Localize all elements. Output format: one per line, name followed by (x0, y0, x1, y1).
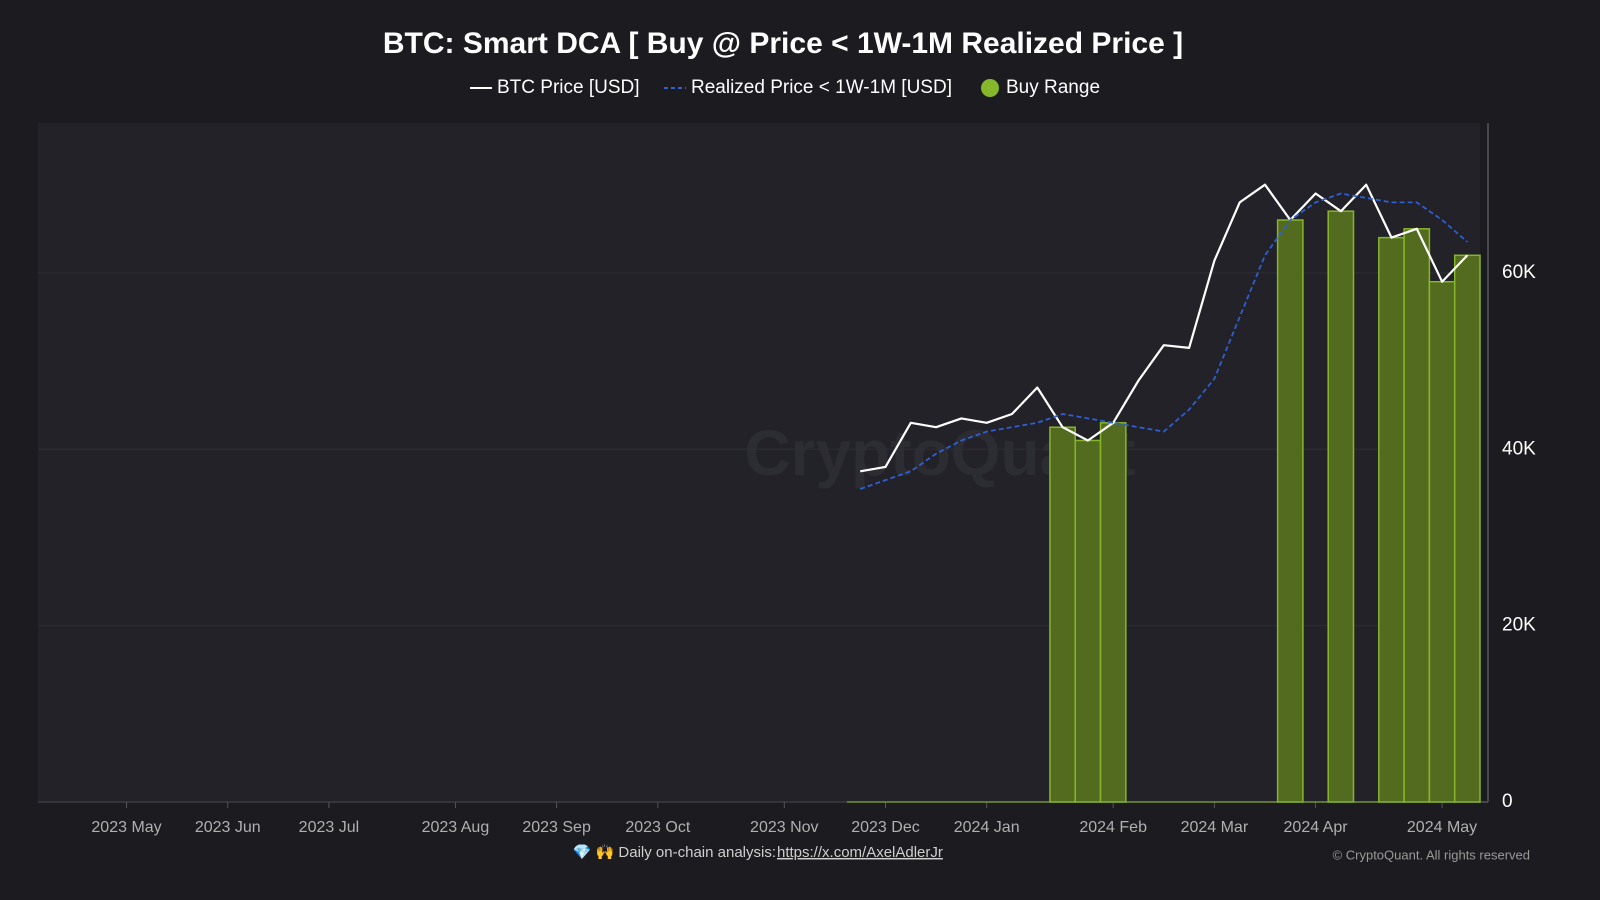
buy-range-bar (1327, 210, 1355, 803)
buy-range-bar (1428, 280, 1456, 803)
realized-price-line (859, 192, 1468, 490)
x-tick-label: 2024 Mar (1181, 819, 1249, 836)
buy-range-bar (1276, 219, 1304, 803)
footer-text: 💎 🙌 Daily on-chain analysis: (573, 843, 776, 861)
x-tick-label: 2023 Jun (195, 819, 261, 836)
buy-range-bar (1453, 254, 1481, 803)
buy-range-bar (1049, 426, 1076, 803)
x-tick-label: 2023 May (91, 819, 161, 836)
buy-range-bar (1074, 439, 1102, 803)
x-tick-label: 2024 Apr (1284, 819, 1349, 836)
buy-range-bar (1099, 422, 1127, 803)
buy-range-bar (1403, 228, 1431, 803)
legend-label: Realized Price < 1W-1M [USD] (691, 77, 952, 98)
legend: BTC Price [USD] Realized Price < 1W-1M [U… (470, 77, 1100, 98)
legend-label: Buy Range (1006, 77, 1100, 98)
x-tick-label: 2023 Nov (750, 819, 819, 836)
x-tick-label: 2023 Jul (299, 819, 360, 836)
x-tick-label: 2024 May (1407, 819, 1477, 836)
chart-title: BTC: Smart DCA [ Buy @ Price < 1W-1M Rea… (383, 27, 1183, 60)
buy-range-bar (1378, 236, 1405, 803)
x-tick-label: 2023 Dec (851, 819, 920, 836)
plot-area (38, 123, 1480, 802)
y-tick-label: 60K (1502, 262, 1536, 283)
price-line (860, 183, 1469, 473)
x-tick-label: 2024 Jan (954, 819, 1020, 836)
footer-link[interactable]: https://x.com/AxelAdlerJr (777, 844, 943, 861)
x-tick-label: 2023 Sep (522, 819, 591, 836)
y-tick-label: 40K (1502, 438, 1536, 459)
x-tick-label: 2024 Feb (1079, 819, 1147, 836)
y-tick-label: 20K (1502, 615, 1536, 636)
legend-swatch (981, 79, 999, 97)
y-tick-label: 0 (1502, 791, 1513, 812)
x-tick-label: 2023 Aug (422, 819, 490, 836)
legend-label: BTC Price [USD] (497, 77, 640, 98)
x-tick-label: 2023 Oct (625, 819, 690, 836)
copyright: © CryptoQuant. All rights reserved (1333, 847, 1530, 862)
